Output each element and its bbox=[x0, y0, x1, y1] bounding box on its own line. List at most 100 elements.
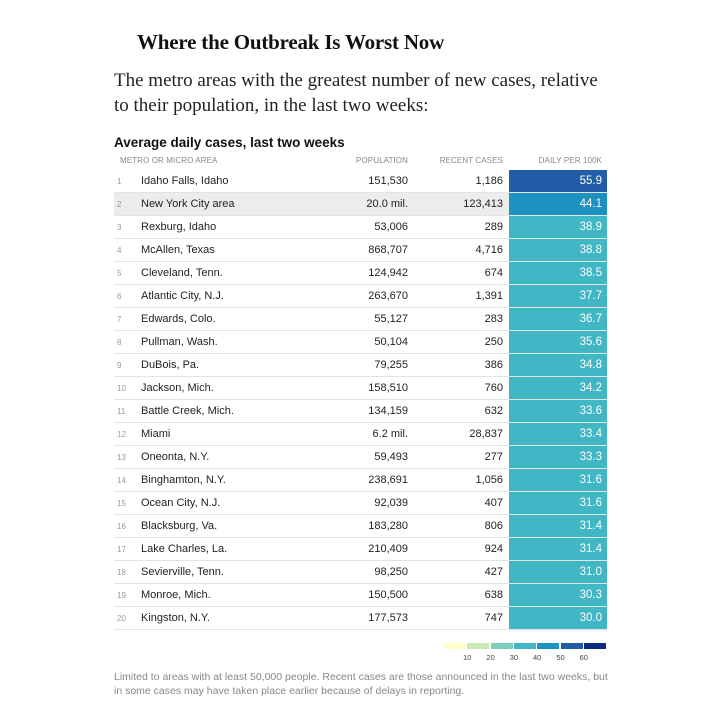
value-cell bbox=[509, 262, 607, 284]
table-row: 9 DuBois, Pa. 79,255 386 34.8 bbox=[114, 354, 607, 377]
rank: 15 bbox=[117, 499, 126, 508]
value-cell bbox=[509, 285, 607, 307]
value-cell bbox=[509, 308, 607, 330]
population: 53,006 bbox=[374, 221, 408, 233]
table-row: 3 Rexburg, Idaho 53,006 289 38.9 bbox=[114, 216, 607, 239]
daily-per-100k: 55.9 bbox=[579, 175, 602, 187]
table-row: 8 Pullman, Wash. 50,104 250 35.6 bbox=[114, 331, 607, 354]
recent-cases: 427 bbox=[484, 566, 503, 578]
table-row: 17 Lake Charles, La. 210,409 924 31.4 bbox=[114, 538, 607, 561]
daily-per-100k: 37.7 bbox=[579, 290, 602, 302]
area-name: Binghamton, N.Y. bbox=[141, 474, 226, 486]
area-name: Battle Creek, Mich. bbox=[141, 405, 234, 417]
daily-per-100k: 36.7 bbox=[579, 313, 602, 325]
population: 868,707 bbox=[368, 244, 408, 256]
population: 238,691 bbox=[368, 474, 408, 486]
legend-tick: 50 bbox=[556, 653, 565, 662]
area-name: Sevierville, Tenn. bbox=[141, 566, 224, 578]
footnote: Limited to areas with at least 50,000 pe… bbox=[114, 671, 608, 697]
value-cell bbox=[509, 239, 607, 261]
value-cell bbox=[509, 423, 607, 445]
population: 158,510 bbox=[368, 382, 408, 394]
header-daily-per-100k: DAILY PER 100K bbox=[538, 156, 602, 165]
area-name: Miami bbox=[141, 428, 171, 440]
daily-per-100k: 31.6 bbox=[579, 474, 602, 486]
daily-per-100k: 31.4 bbox=[579, 520, 602, 532]
population: 150,500 bbox=[368, 589, 408, 601]
recent-cases: 28,837 bbox=[469, 428, 503, 440]
legend-tick: 40 bbox=[533, 653, 542, 662]
rank: 14 bbox=[117, 476, 126, 485]
value-cell bbox=[509, 331, 607, 353]
rank: 12 bbox=[117, 430, 126, 439]
table-title: Average daily cases, last two weeks bbox=[114, 135, 345, 150]
value-cell bbox=[509, 492, 607, 514]
table-row: 7 Edwards, Colo. 55,127 283 36.7 bbox=[114, 308, 607, 331]
data-table: 1 Idaho Falls, Idaho 151,530 1,186 55.9 2 New … bbox=[114, 170, 607, 630]
table-row: 6 Atlantic City, N.J. 263,670 1,391 37.7 bbox=[114, 285, 607, 308]
population: 20.0 mil. bbox=[366, 198, 408, 210]
area-name: Ocean City, N.J. bbox=[141, 497, 221, 509]
table-row: 11 Battle Creek, Mich. 134,159 632 33.6 bbox=[114, 400, 607, 423]
daily-per-100k: 33.4 bbox=[579, 428, 602, 440]
area-name: DuBois, Pa. bbox=[141, 359, 200, 371]
page-title: Where the Outbreak Is Worst Now bbox=[137, 30, 445, 54]
legend-tick: 20 bbox=[486, 653, 495, 662]
recent-cases: 632 bbox=[484, 405, 503, 417]
table-row: 15 Ocean City, N.J. 92,039 407 31.6 bbox=[114, 492, 607, 515]
rank: 1 bbox=[117, 177, 122, 186]
header-population: POPULATION bbox=[356, 156, 408, 165]
legend-swatch bbox=[444, 643, 466, 649]
recent-cases: 407 bbox=[484, 497, 503, 509]
area-name: McAllen, Texas bbox=[141, 244, 215, 256]
daily-per-100k: 33.6 bbox=[579, 405, 602, 417]
value-cell bbox=[509, 377, 607, 399]
daily-per-100k: 31.6 bbox=[579, 497, 602, 509]
daily-per-100k: 30.3 bbox=[579, 589, 602, 601]
table-row: 19 Monroe, Mich. 150,500 638 30.3 bbox=[114, 584, 607, 607]
population: 210,409 bbox=[368, 543, 408, 555]
recent-cases: 4,716 bbox=[475, 244, 503, 256]
daily-per-100k: 30.0 bbox=[579, 612, 602, 624]
table-row: 1 Idaho Falls, Idaho 151,530 1,186 55.9 bbox=[114, 170, 607, 193]
population: 50,104 bbox=[374, 336, 408, 348]
table-row: 18 Sevierville, Tenn. 98,250 427 31.0 bbox=[114, 561, 607, 584]
daily-per-100k: 35.6 bbox=[579, 336, 602, 348]
rank: 13 bbox=[117, 453, 126, 462]
value-cell bbox=[509, 469, 607, 491]
daily-per-100k: 44.1 bbox=[579, 198, 602, 210]
subtitle: The metro areas with the greatest number… bbox=[114, 70, 598, 116]
recent-cases: 283 bbox=[484, 313, 503, 325]
value-cell bbox=[509, 400, 607, 422]
population: 98,250 bbox=[374, 566, 408, 578]
rank: 2 bbox=[117, 200, 122, 209]
recent-cases: 747 bbox=[484, 612, 503, 624]
population: 183,280 bbox=[368, 520, 408, 532]
area-name: Atlantic City, N.J. bbox=[141, 290, 224, 302]
value-cell bbox=[509, 538, 607, 560]
rank: 11 bbox=[117, 407, 126, 416]
table-row: 2 New York City area 20.0 mil. 123,413 44.1 bbox=[114, 193, 607, 216]
recent-cases: 250 bbox=[484, 336, 503, 348]
rank: 10 bbox=[117, 384, 126, 393]
daily-per-100k: 38.8 bbox=[579, 244, 602, 256]
population: 79,255 bbox=[374, 359, 408, 371]
recent-cases: 760 bbox=[484, 382, 503, 394]
population: 263,670 bbox=[368, 290, 408, 302]
area-name: Monroe, Mich. bbox=[141, 589, 211, 601]
daily-per-100k: 31.4 bbox=[579, 543, 602, 555]
header-recent-cases: RECENT CASES bbox=[439, 156, 503, 165]
population: 6.2 mil. bbox=[372, 428, 408, 440]
rank: 4 bbox=[117, 246, 122, 255]
header-area: METRO OR MICRO AREA bbox=[120, 156, 218, 165]
rank: 6 bbox=[117, 292, 122, 301]
recent-cases: 638 bbox=[484, 589, 503, 601]
area-name: Idaho Falls, Idaho bbox=[141, 175, 229, 187]
population: 177,573 bbox=[368, 612, 408, 624]
rank: 20 bbox=[117, 614, 126, 623]
rank: 19 bbox=[117, 591, 126, 600]
population: 55,127 bbox=[374, 313, 408, 325]
table-row: 20 Kingston, N.Y. 177,573 747 30.0 bbox=[114, 607, 607, 630]
legend-swatch bbox=[537, 643, 560, 649]
rank: 5 bbox=[117, 269, 122, 278]
